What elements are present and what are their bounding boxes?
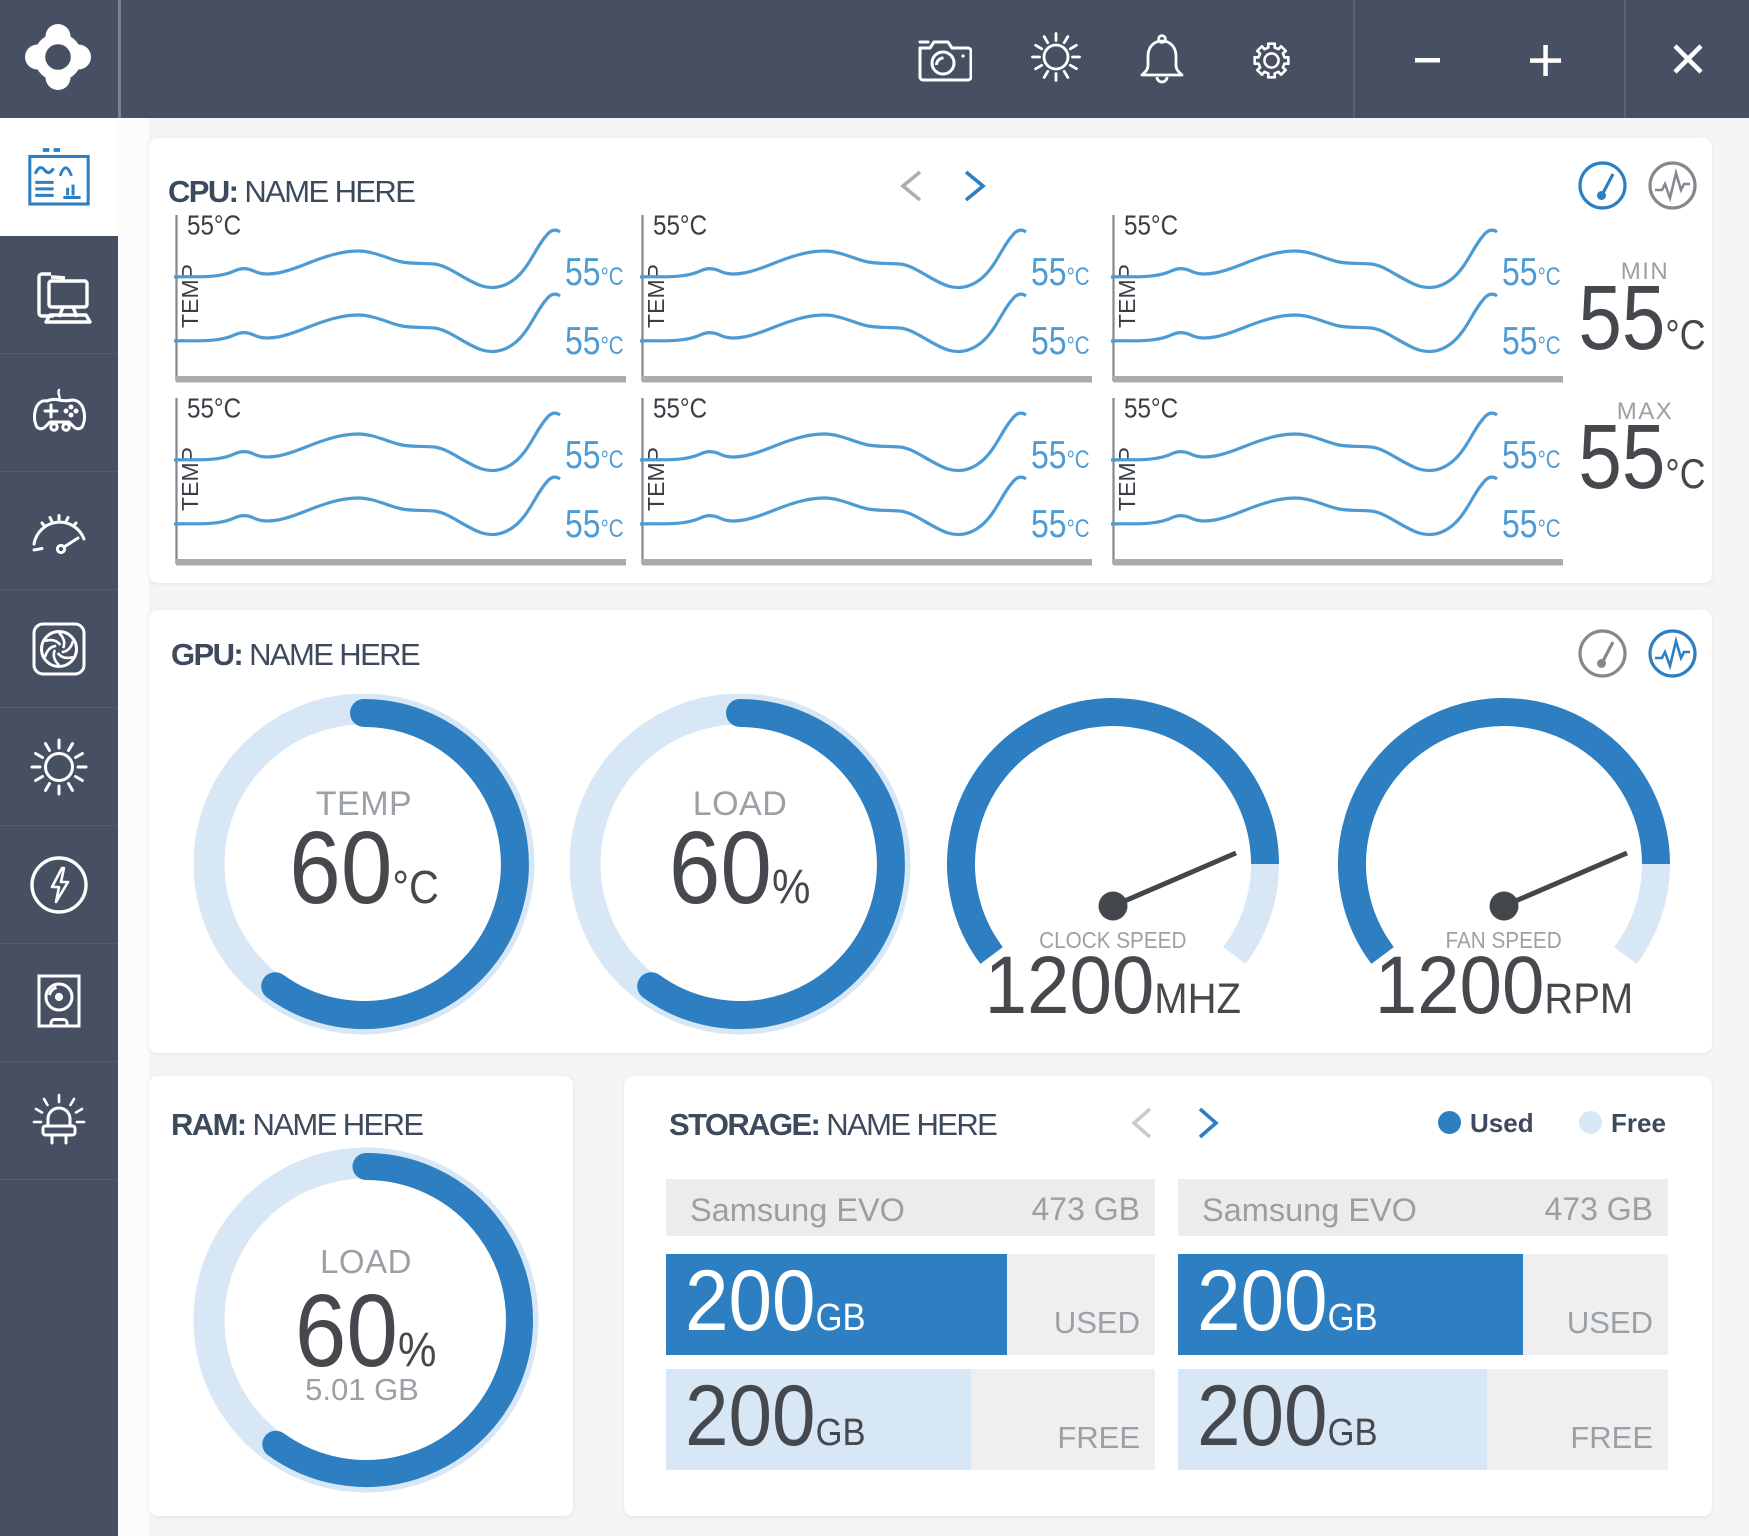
svg-text:55°C: 55°C <box>1031 502 1090 546</box>
svg-text:55°C: 55°C <box>653 213 707 241</box>
svg-text:TEMP: TEMP <box>1114 264 1140 328</box>
svg-text:55°C: 55°C <box>565 319 624 363</box>
svg-text:55°C: 55°C <box>1502 433 1561 477</box>
svg-text:55°C: 55°C <box>1031 433 1090 477</box>
svg-text:55°C: 55°C <box>1031 319 1090 363</box>
svg-text:55°C: 55°C <box>1124 396 1178 424</box>
svg-text:55°C: 55°C <box>187 396 241 424</box>
svg-text:55°C: 55°C <box>1124 213 1178 241</box>
svg-text:55°C: 55°C <box>1031 250 1090 294</box>
svg-text:55°C: 55°C <box>565 433 624 477</box>
svg-text:55°C: 55°C <box>653 396 707 424</box>
svg-text:TEMP: TEMP <box>1114 447 1140 511</box>
svg-text:TEMP: TEMP <box>177 264 203 328</box>
svg-text:55°C: 55°C <box>1502 502 1561 546</box>
svg-text:TEMP: TEMP <box>643 447 669 511</box>
svg-text:55°C: 55°C <box>187 213 241 241</box>
svg-text:55°C: 55°C <box>565 250 624 294</box>
svg-text:TEMP: TEMP <box>643 264 669 328</box>
svg-text:TEMP: TEMP <box>177 447 203 511</box>
svg-text:55°C: 55°C <box>565 502 624 546</box>
